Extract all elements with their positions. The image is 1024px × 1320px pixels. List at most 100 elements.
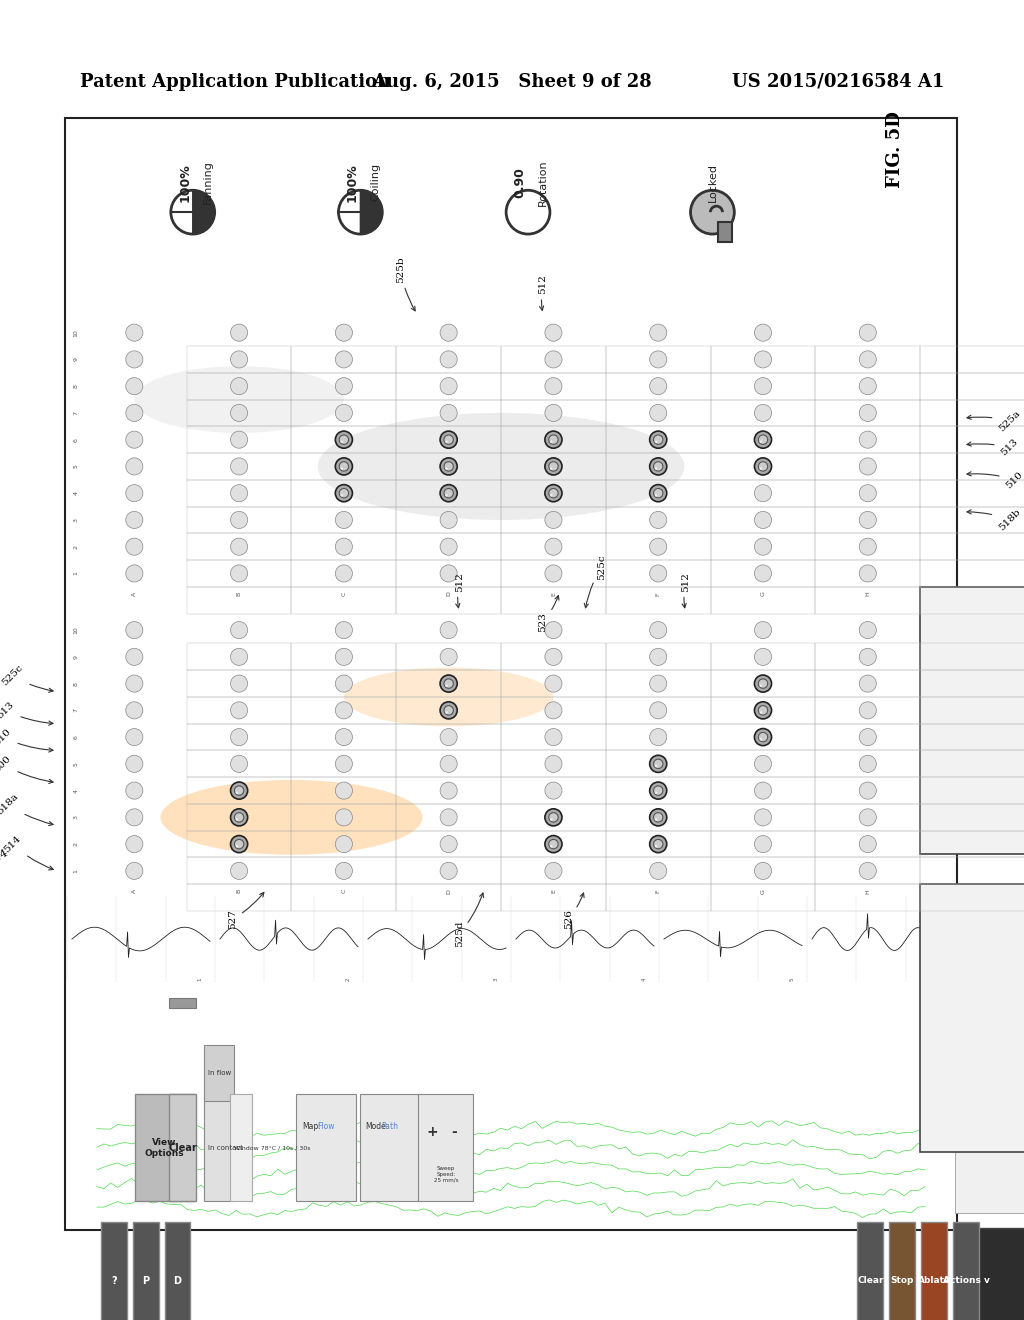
Circle shape	[545, 862, 562, 879]
Bar	[501, 453, 606, 479]
Text: Rotation: Rotation	[538, 158, 548, 206]
Text: 525b: 525b	[396, 256, 415, 310]
Circle shape	[654, 818, 657, 821]
Circle shape	[649, 781, 667, 799]
Bar	[396, 426, 501, 453]
Circle shape	[550, 467, 553, 470]
Circle shape	[755, 458, 771, 475]
Bar	[606, 453, 711, 479]
Circle shape	[230, 702, 248, 719]
Bar	[955, 1098, 1024, 1213]
Bar	[921, 777, 1024, 804]
Text: H: H	[865, 888, 870, 894]
Bar	[922, 1222, 947, 1320]
Circle shape	[126, 351, 143, 368]
Text: Path: Path	[381, 1122, 398, 1131]
Bar	[100, 1222, 127, 1320]
Circle shape	[230, 404, 248, 421]
Circle shape	[755, 565, 771, 582]
Text: 100%: 100%	[178, 162, 191, 202]
Circle shape	[340, 441, 343, 444]
Text: 1: 1	[74, 572, 79, 576]
Text: 3: 3	[74, 816, 79, 820]
Bar	[501, 671, 606, 697]
Circle shape	[340, 494, 343, 496]
Bar	[815, 426, 921, 453]
Circle shape	[230, 539, 248, 556]
Circle shape	[653, 813, 663, 822]
Circle shape	[755, 378, 771, 395]
Text: In contact: In contact	[208, 1144, 244, 1151]
Bar	[815, 372, 921, 400]
Bar	[292, 372, 396, 400]
Circle shape	[859, 378, 877, 395]
Circle shape	[649, 755, 667, 772]
Text: 518a: 518a	[0, 792, 53, 825]
Text: 525d: 525d	[455, 894, 483, 948]
Circle shape	[236, 845, 239, 847]
Bar	[815, 830, 921, 858]
Bar	[815, 804, 921, 830]
Bar	[186, 884, 292, 911]
Bar	[501, 507, 606, 533]
Bar	[921, 453, 1024, 479]
Bar	[921, 346, 1024, 372]
Bar	[292, 723, 396, 751]
Circle shape	[126, 458, 143, 475]
Bar	[396, 372, 501, 400]
Circle shape	[234, 840, 244, 849]
Circle shape	[755, 404, 771, 421]
Circle shape	[654, 494, 657, 496]
Circle shape	[550, 845, 553, 847]
Bar	[230, 1094, 252, 1201]
Bar	[292, 587, 396, 614]
Circle shape	[755, 729, 771, 746]
Text: E: E	[551, 591, 556, 595]
Bar	[501, 533, 606, 560]
Circle shape	[549, 840, 558, 849]
Text: 4: 4	[74, 491, 79, 495]
Circle shape	[654, 441, 657, 444]
Circle shape	[339, 462, 348, 471]
Circle shape	[545, 781, 562, 799]
Bar	[815, 884, 921, 911]
Text: Flow: Flow	[317, 1122, 335, 1131]
Bar	[135, 1094, 195, 1201]
Text: B: B	[237, 591, 242, 595]
Text: F: F	[655, 591, 660, 595]
Bar	[396, 479, 501, 507]
Text: 100%: 100%	[346, 162, 359, 202]
Bar	[169, 998, 197, 1007]
Circle shape	[759, 462, 768, 471]
Text: 10: 10	[74, 626, 79, 634]
Bar	[711, 400, 815, 426]
Bar	[606, 671, 711, 697]
Bar	[606, 533, 711, 560]
Bar	[949, 982, 963, 1068]
Circle shape	[649, 458, 667, 475]
Ellipse shape	[317, 413, 684, 520]
Circle shape	[335, 809, 352, 826]
Bar	[606, 426, 711, 453]
Circle shape	[649, 622, 667, 639]
Text: 0.90: 0.90	[514, 166, 526, 198]
Bar	[711, 723, 815, 751]
Circle shape	[445, 685, 447, 686]
Circle shape	[339, 436, 348, 445]
Bar	[292, 697, 396, 723]
Bar	[606, 507, 711, 533]
Bar	[186, 479, 292, 507]
Text: F: F	[655, 890, 660, 894]
Circle shape	[649, 351, 667, 368]
Circle shape	[690, 190, 734, 234]
Bar	[606, 643, 711, 671]
Circle shape	[335, 862, 352, 879]
Bar	[501, 751, 606, 777]
Circle shape	[230, 648, 248, 665]
Circle shape	[445, 711, 447, 714]
Bar	[396, 346, 501, 372]
Circle shape	[549, 813, 558, 822]
Bar	[186, 587, 292, 614]
Bar	[396, 723, 501, 751]
Text: E: E	[551, 890, 556, 894]
